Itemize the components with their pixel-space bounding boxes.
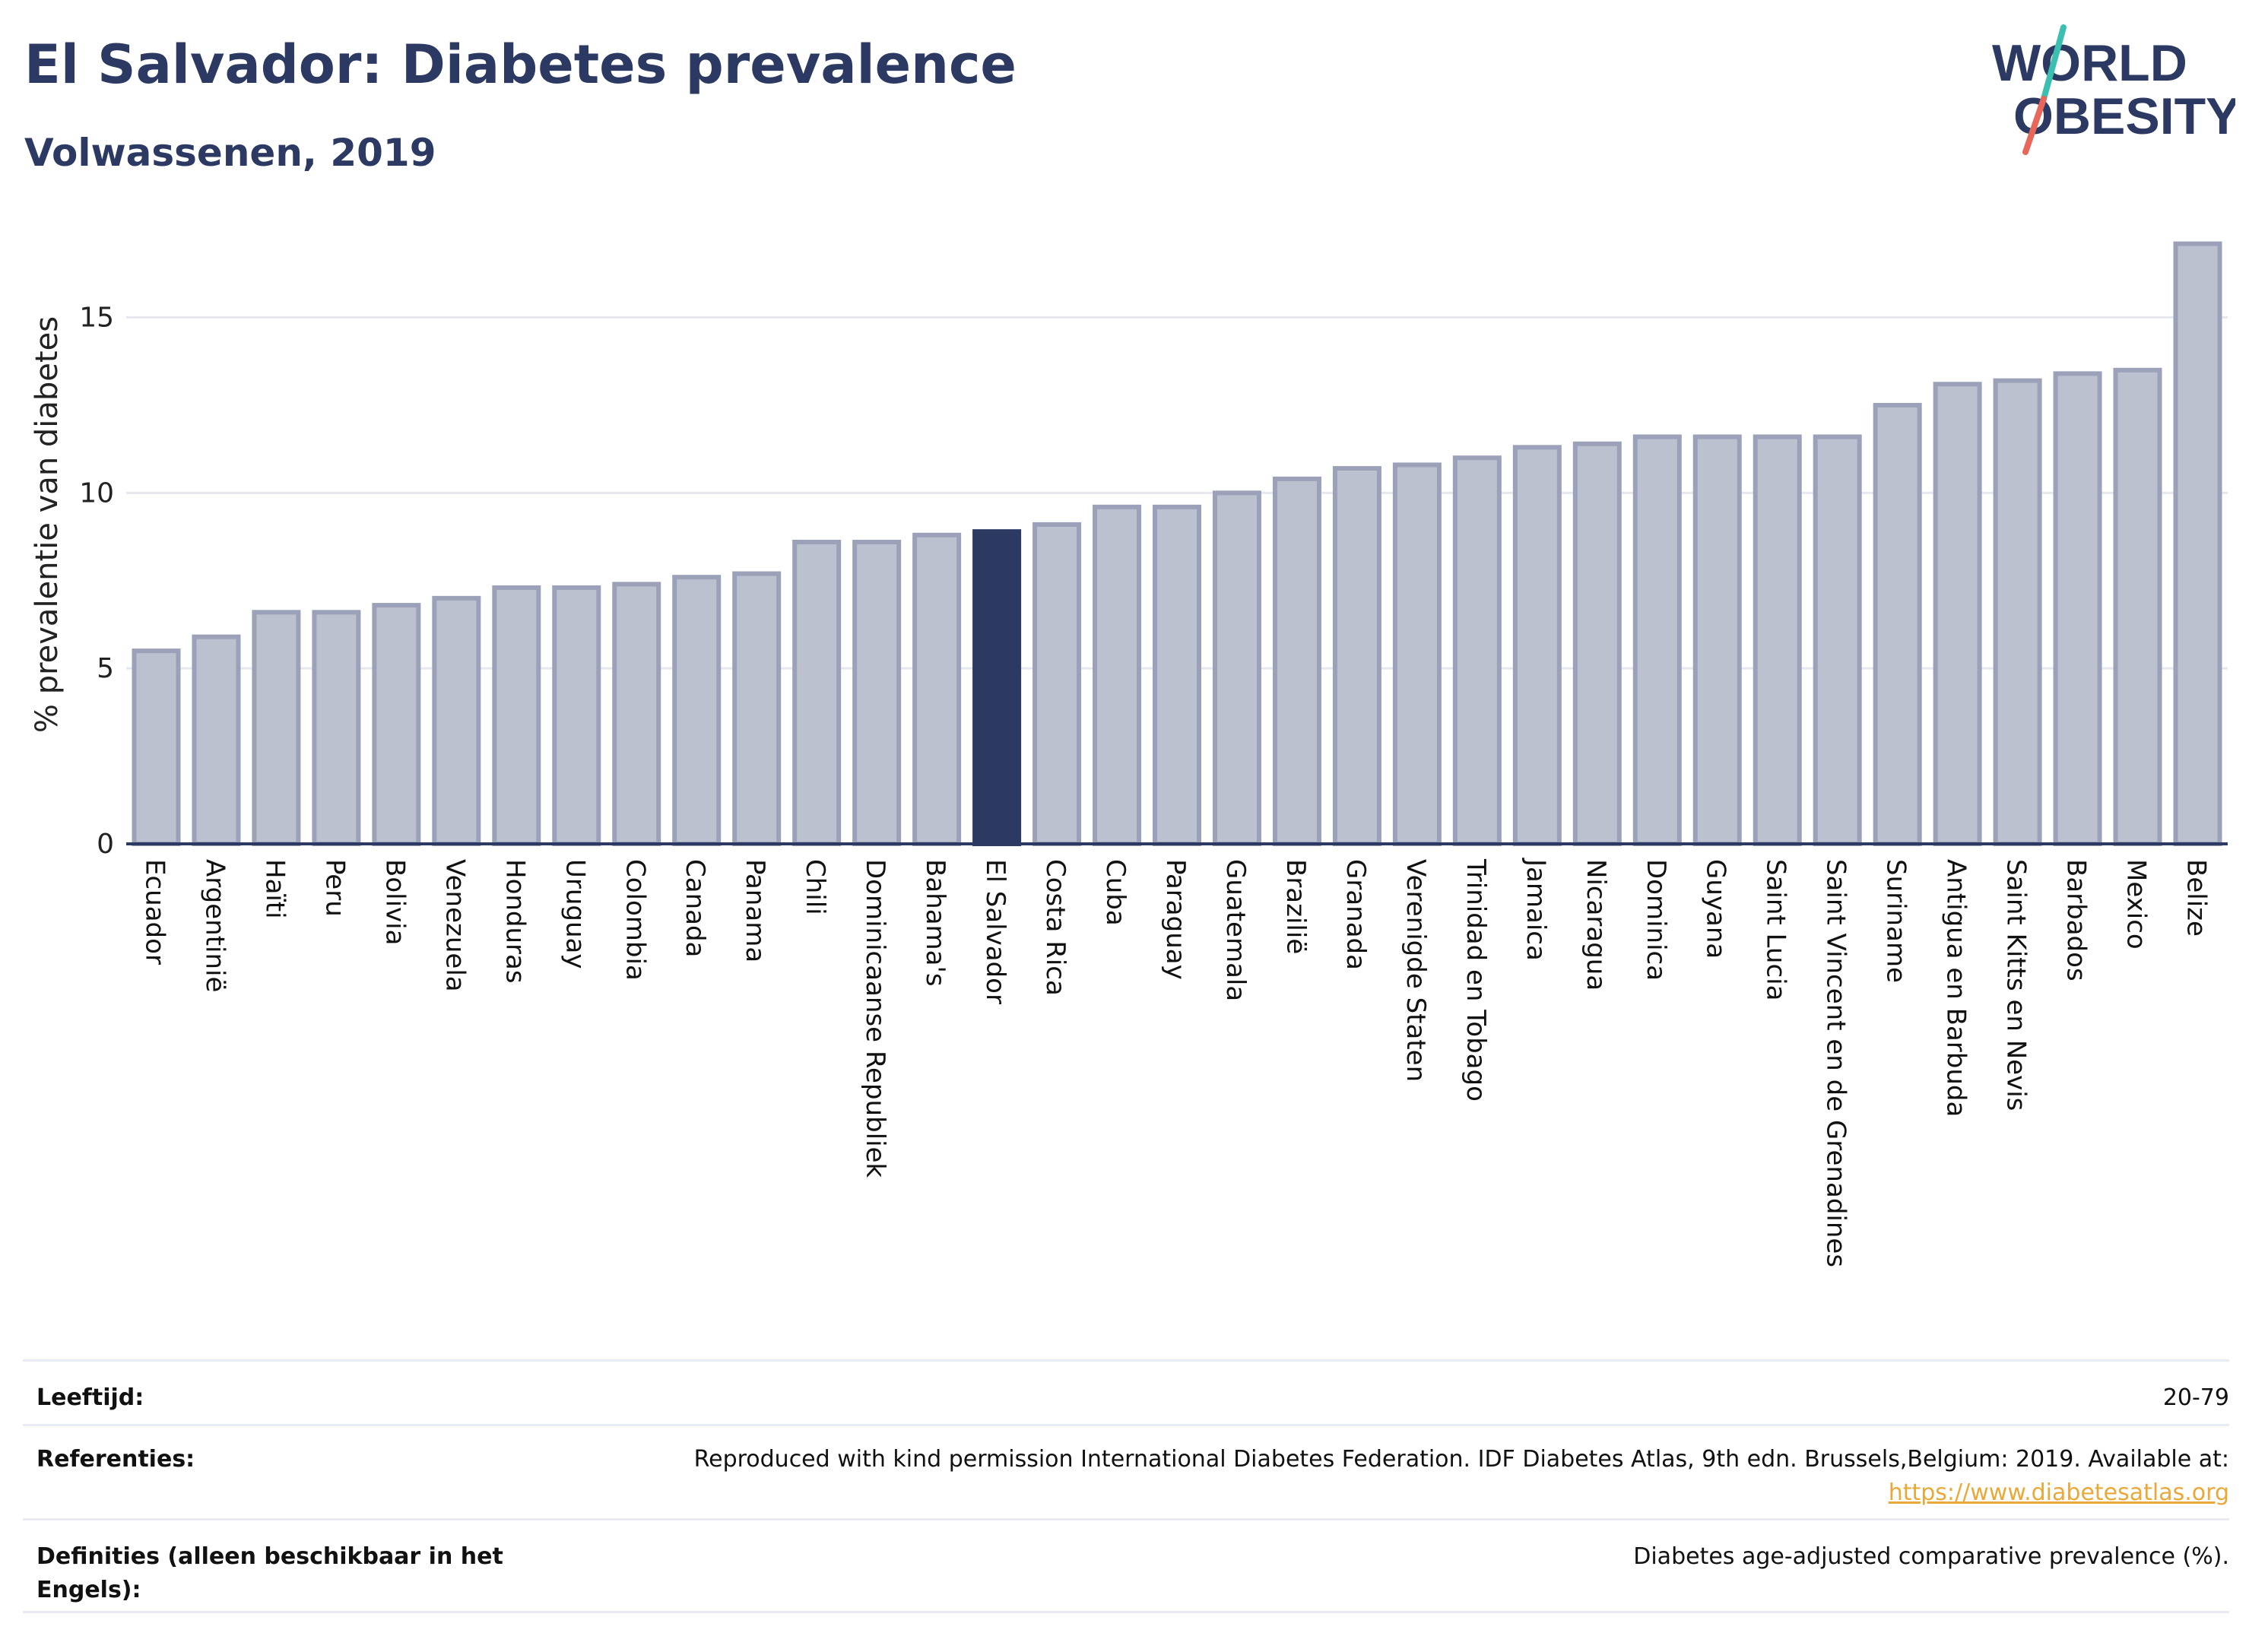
- bar: [1212, 490, 1261, 846]
- bar: [2173, 241, 2222, 846]
- bar: [1332, 466, 1381, 847]
- bar: [312, 610, 361, 846]
- x-tick-label: Peru: [319, 859, 350, 917]
- x-tick-label: Panama: [740, 859, 770, 962]
- chart-title: El Salvador: Diabetes prevalence: [24, 33, 1017, 96]
- bar: [1153, 504, 1201, 846]
- x-tick-label: Saint Kitts en Nevis: [2001, 859, 2032, 1111]
- x-tick-label: Saint Lucia: [1761, 859, 1791, 1000]
- x-tick-label: Ecuador: [139, 859, 170, 965]
- bar: [1272, 476, 1321, 846]
- x-tick-label: Cuba: [1100, 859, 1131, 926]
- x-tick-label: Nicaragua: [1581, 859, 1611, 991]
- x-tick-label: Colombia: [620, 859, 650, 981]
- chart-subtitle: Volwassenen, 2019: [24, 131, 436, 175]
- bar-highlight: [972, 529, 1022, 847]
- logo-slash-red: [2022, 96, 2047, 155]
- x-tick-label: Argentinië: [199, 859, 230, 992]
- bar: [432, 595, 481, 846]
- x-tick-label: Brazilië: [1280, 859, 1311, 954]
- bar: [1512, 445, 1562, 846]
- x-tick-label: Costa Rica: [1040, 859, 1071, 996]
- bar: [132, 648, 181, 847]
- bar: [1093, 504, 1142, 846]
- y-tick-label: 10: [79, 477, 114, 509]
- logo-slash-teal: [2041, 24, 2067, 102]
- x-tick-label: Dominica: [1641, 859, 1671, 981]
- bar: [792, 540, 842, 846]
- y-tick-label: 0: [97, 829, 114, 860]
- bar: [1813, 434, 1862, 846]
- world-obesity-logo[interactable]: WORLD OBESITY: [1962, 21, 2235, 166]
- bar: [672, 575, 722, 846]
- x-tick-label: Barbados: [2061, 859, 2092, 981]
- logo-line-world: WORLD: [1992, 34, 2187, 92]
- bar: [552, 585, 601, 847]
- x-tick-label: Haïti: [259, 859, 290, 919]
- references-text: Reproduced with kind permission Internat…: [693, 1446, 2229, 1473]
- x-tick-label: Belize: [2181, 859, 2212, 937]
- x-tick-label: Trinidad en Tobago: [1461, 858, 1491, 1102]
- bar: [1452, 455, 1502, 846]
- footer-value-age: 20-79: [2162, 1384, 2229, 1411]
- x-tick-label: Guatemala: [1220, 859, 1251, 1001]
- references-link[interactable]: https://www.diabetesatlas.org: [1888, 1479, 2229, 1506]
- bar: [492, 585, 541, 847]
- bar: [612, 582, 661, 846]
- footer-row-references: Referenties: Reproduced with kind permis…: [23, 1424, 2229, 1518]
- footer-label-references: Referenties:: [36, 1446, 195, 1473]
- footer-label-definitions: Definities (alleen beschikbaar in het En…: [36, 1543, 503, 1603]
- bar: [1392, 462, 1442, 846]
- x-tick-label: Venezuela: [439, 859, 470, 992]
- bar: [252, 610, 301, 846]
- logo-line-obesity: OBESITY: [2013, 87, 2235, 145]
- footer-value-references: Reproduced with kind permission Internat…: [694, 1443, 2229, 1509]
- x-tick-label: Antigua en Barbuda: [1941, 859, 1971, 1117]
- bar: [192, 634, 241, 846]
- x-tick-label: Mexico: [2121, 859, 2152, 950]
- x-tick-label: Uruguay: [560, 859, 590, 969]
- footer-label-age: Leeftijd:: [36, 1384, 144, 1411]
- bar: [912, 532, 962, 846]
- bar: [2113, 367, 2162, 847]
- info-table: Leeftijd: 20-79 Referenties: Reproduced …: [23, 1359, 2229, 1613]
- x-tick-label: Verenigde Staten: [1400, 859, 1431, 1082]
- footer-value-definitions: Diabetes age-adjusted comparative preval…: [1633, 1543, 2229, 1570]
- bar: [372, 603, 421, 846]
- bar: [1692, 434, 1742, 846]
- bar: [1873, 402, 1922, 846]
- x-tick-label: Saint Vincent en de Grenadines: [1821, 859, 1851, 1267]
- bar: [1753, 434, 1802, 846]
- y-axis-label: % prevalentie van diabetes: [30, 316, 65, 733]
- bar: [852, 540, 902, 846]
- x-tick-label: Bahama's: [920, 859, 950, 987]
- bar: [1033, 522, 1082, 846]
- x-tick-label: Chili: [800, 859, 830, 915]
- bar: [1993, 378, 2042, 846]
- x-tick-label: Honduras: [500, 859, 530, 984]
- x-tick-label: Dominicaanse Republiek: [860, 859, 890, 1178]
- y-tick-label: 5: [97, 653, 114, 684]
- bar: [1933, 382, 1982, 846]
- bar: [732, 571, 782, 846]
- x-tick-label: Granada: [1340, 859, 1371, 970]
- x-tick-label: Canada: [680, 859, 710, 957]
- x-tick-label: Paraguay: [1160, 859, 1191, 980]
- x-tick-label: El Salvador: [980, 859, 1010, 1004]
- x-tick-label: Guyana: [1701, 859, 1731, 959]
- bar: [1632, 434, 1682, 846]
- bar: [1572, 441, 1622, 846]
- bar: [2053, 371, 2102, 847]
- y-tick-label: 15: [79, 303, 114, 334]
- x-tick-label: Jamaica: [1521, 858, 1551, 961]
- x-tick-label: Suriname: [1881, 859, 1911, 983]
- footer-row-age: Leeftijd: 20-79: [23, 1359, 2229, 1424]
- bar-chart: 0 5 10 15 % prevalentie van diabetes Ecuador A…: [30, 241, 2228, 1267]
- x-tick-label: Bolivia: [379, 859, 410, 945]
- footer-row-definitions: Definities (alleen beschikbaar in het En…: [23, 1518, 2229, 1613]
